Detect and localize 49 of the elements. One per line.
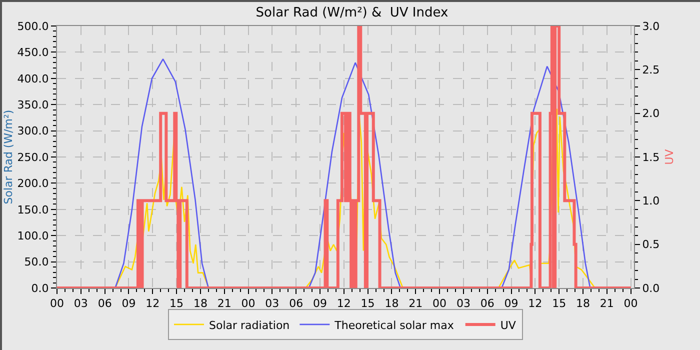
x-tick-label: 03 — [74, 297, 88, 310]
x-tick-label: 21 — [600, 297, 614, 310]
x-tick-label: 06 — [98, 297, 112, 310]
x-tick-label: 03 — [265, 297, 280, 310]
legend-label: Theoretical solar max — [334, 318, 454, 332]
y2-tick-label: 1.0 — [642, 194, 660, 208]
y-axis-title: Solar Rad (W/m²) — [2, 110, 15, 204]
y2-tick-label: 2.5 — [642, 64, 660, 77]
x-tick-label: 06 — [289, 297, 304, 310]
x-tick-label: 15 — [360, 297, 375, 310]
x-tick-label: 09 — [504, 297, 518, 310]
x-tick-label: 15 — [170, 297, 184, 310]
chart-title: Solar Rad (W/m²) & UV Index — [256, 5, 449, 20]
x-tick-label: 06 — [480, 297, 494, 310]
legend-label: Solar radiation — [209, 318, 290, 332]
y-tick-label: 350.0 — [17, 98, 49, 112]
x-tick-label: 12 — [528, 297, 542, 310]
y-tick-label: 500.0 — [17, 20, 49, 33]
x-tick-label: 00 — [432, 297, 447, 310]
x-tick-label: 00 — [50, 297, 64, 310]
x-tick-label: 21 — [408, 297, 423, 310]
y-tick-label: 450.0 — [17, 46, 49, 60]
y2-tick-label: 2.0 — [642, 107, 660, 120]
y-tick-label: 200.0 — [17, 177, 49, 190]
x-tick-label: 03 — [456, 297, 470, 310]
x-tick-label: 00 — [624, 297, 638, 310]
legend-label: UV — [500, 318, 516, 332]
x-tick-label: 12 — [146, 297, 160, 310]
y2-tick-label: 1.5 — [642, 150, 660, 164]
y-tick-label: 300.0 — [17, 124, 49, 138]
y-tick-label: 50.0 — [24, 256, 49, 269]
y2-axis-title: UV — [662, 148, 676, 165]
x-tick-label: 18 — [576, 297, 590, 310]
y2-tick-label: 0.5 — [642, 238, 660, 252]
x-tick-label: 09 — [313, 297, 327, 310]
x-tick-label: 15 — [552, 297, 566, 310]
y-tick-label: 250.0 — [17, 150, 49, 164]
x-tick-label: 21 — [217, 297, 232, 310]
y-tick-label: 0.0 — [31, 282, 49, 295]
x-tick-label: 18 — [193, 297, 208, 310]
y2-tick-label: 0.0 — [642, 282, 660, 295]
x-tick-label: 18 — [384, 297, 399, 310]
y-tick-label: 100.0 — [17, 229, 49, 242]
x-tick-label: 00 — [241, 297, 256, 310]
y-tick-label: 150.0 — [17, 203, 49, 216]
y-tick-label: 400.0 — [17, 72, 49, 86]
x-tick-label: 12 — [336, 297, 351, 310]
x-tick-label: 09 — [122, 297, 136, 310]
y2-tick-label: 3.0 — [642, 20, 660, 33]
